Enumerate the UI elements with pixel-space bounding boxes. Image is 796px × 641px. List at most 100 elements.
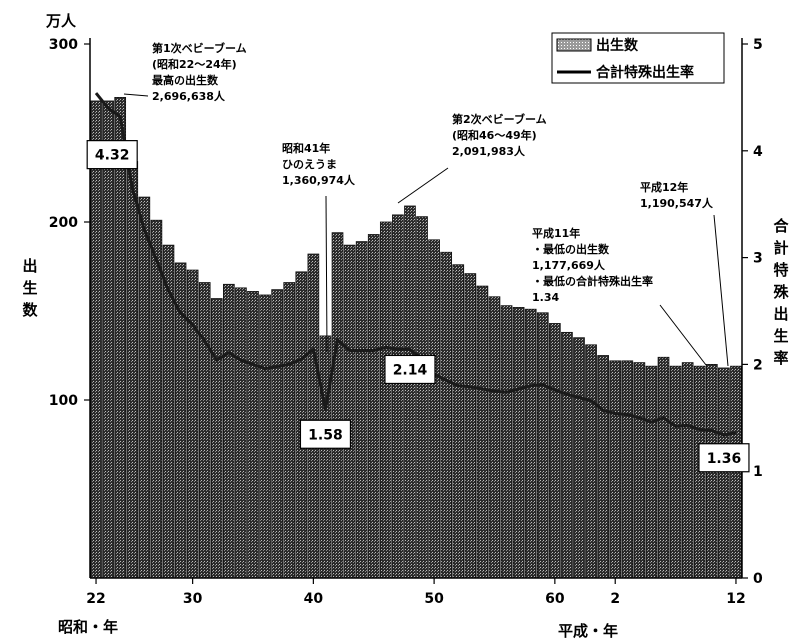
y-left-tick-label: 200 (49, 215, 78, 231)
x-tick-label: 40 (304, 591, 324, 607)
fertility-rate-line (94, 92, 737, 437)
annotation-h12-line: 1,190,547人 (640, 196, 714, 210)
y-left-title: 出生数 (22, 257, 38, 319)
bar-1961 (259, 294, 271, 579)
bar-1975 (428, 239, 440, 579)
rate-callouts: 4.32 1.58 2.14 1.36 (86, 140, 750, 473)
bar-1995 (669, 365, 682, 579)
bar-1992 (633, 362, 646, 579)
bar-1957 (210, 298, 223, 579)
bar-1947 (90, 100, 102, 579)
y-right-title: 合計特殊出生率 (772, 217, 789, 367)
y-right-tick-label: 3 (753, 251, 763, 267)
bar-1971 (379, 221, 392, 579)
bar-1989 (597, 355, 609, 579)
bar-1991 (621, 360, 634, 579)
x-tick-label: 2 (610, 591, 620, 607)
annotation-boom1-line: 最高の出生数 (152, 73, 219, 87)
y-right-title-char: 率 (773, 349, 788, 367)
bar-1980 (488, 296, 501, 579)
annotation-leaders (123, 93, 729, 367)
annotation-h12-line: 平成12年 (640, 180, 688, 194)
bar-1977 (452, 264, 465, 579)
y-right-title-char: 殊 (773, 283, 789, 301)
bar-1987 (573, 337, 585, 579)
bar-1982 (512, 307, 525, 579)
rate-callout-box (86, 140, 138, 170)
bar-1967 (331, 232, 344, 579)
annotation-boom1-line: 第1次ベビーブーム (152, 41, 247, 55)
y-right-tick-label: 0 (753, 571, 763, 587)
bar-1948 (102, 100, 114, 579)
bar-1981 (500, 305, 513, 579)
rate-callout-1973: 2.14 (393, 362, 428, 378)
bar-1965 (307, 253, 320, 579)
x-era-heisei-label: 平成・年 (558, 622, 618, 640)
bar-1956 (198, 282, 211, 579)
bar-1973 (404, 205, 416, 579)
annotation-h11-line: 1,177,669人 (532, 258, 606, 272)
y-right-title-char: 特 (773, 261, 788, 279)
bar-1970 (367, 234, 380, 579)
leader-h12 (713, 214, 729, 367)
bar-1996 (681, 362, 694, 579)
y-right-tick-label: 4 (753, 144, 763, 160)
y-right-tick-label: 1 (753, 464, 763, 480)
y-left-title-char: 出 (22, 257, 37, 275)
leader-boom1 (123, 93, 149, 97)
legend-births-label: 出生数 (596, 37, 639, 54)
bar-1979 (476, 285, 489, 579)
rate-callout-box (698, 443, 750, 473)
bar-1988 (585, 344, 597, 579)
bar-1955 (186, 269, 199, 579)
birth-bars (90, 97, 742, 579)
rate-callout-1949: 4.32 (95, 148, 130, 164)
bar-1960 (247, 291, 259, 579)
annotation-h11-line: ・最低の合計特殊出生率 (532, 274, 653, 288)
legend-rate-label: 合計特殊出生率 (596, 64, 694, 81)
y-left-tick-label: 100 (49, 393, 78, 409)
bar-1986 (561, 331, 573, 579)
y-left-unit: 万人 (45, 12, 77, 30)
annotation-hinoeuma-line: 昭和41年 (282, 141, 330, 155)
x-tick-label: 50 (424, 591, 444, 607)
bar-1999 (718, 367, 730, 579)
annotation-boom1-line: 2,696,638人 (152, 89, 226, 103)
annotation-h11-line: ・最低の出生数 (532, 242, 610, 256)
legend: 出生数 合計特殊出生率 (551, 32, 725, 84)
leader-boom2 (397, 167, 449, 204)
x-tick-label: 60 (545, 591, 565, 607)
bar-1974 (416, 216, 428, 579)
bar-1983 (524, 308, 537, 579)
annotation-boom2-line: 第2次ベビーブーム (452, 112, 547, 126)
bar-1994 (657, 356, 670, 579)
bar-1968 (343, 244, 356, 579)
y-left-title-char: 生 (22, 279, 37, 297)
bar-1978 (464, 273, 477, 579)
bar-1984 (536, 312, 549, 579)
annotation-boom2-line: 2,091,983人 (452, 144, 526, 158)
annotation-boom1-line: (昭和22～24年) (152, 57, 237, 71)
bar-1962 (271, 289, 283, 579)
y-right-tick-label: 2 (753, 357, 763, 373)
bar-1976 (440, 251, 453, 579)
x-tick-label: 30 (183, 591, 203, 607)
leader-hinoeuma (325, 195, 328, 353)
bar-1958 (223, 283, 235, 579)
bar-1951 (138, 196, 151, 579)
x-tick-label: 12 (726, 591, 745, 607)
annotations: 第1次ベビーブーム (昭和22～24年) 最高の出生数 2,696,638人昭和41年… (152, 41, 714, 304)
bar-1966 (319, 335, 332, 579)
y-right-title-char: 出 (773, 305, 788, 323)
bar-1963 (283, 282, 296, 579)
y-right-tick-label: 5 (753, 37, 763, 53)
bar-1985 (549, 323, 561, 579)
annotation-boom2-line: (昭和46～49年) (452, 128, 537, 142)
annotation-h11-line: 平成11年 (532, 226, 580, 240)
y-right-title-char: 計 (773, 239, 788, 257)
y-right-title-char: 生 (773, 327, 788, 345)
bar-1993 (645, 365, 658, 579)
x-era-showa-label: 昭和・年 (58, 618, 118, 636)
